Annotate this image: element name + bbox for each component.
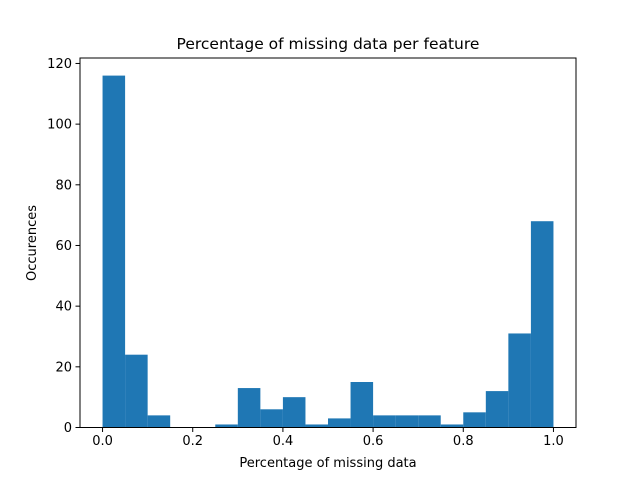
x-tick-label: 0.4	[273, 434, 294, 449]
y-tick-label: 20	[55, 360, 72, 375]
y-tick-label: 60	[55, 239, 72, 254]
x-tick-label: 0.0	[92, 434, 113, 449]
histogram-bar	[125, 354, 148, 428]
histogram-bar	[350, 382, 374, 428]
x-tick-label: 0.2	[182, 434, 203, 449]
histogram-bar	[282, 397, 306, 428]
histogram-bar	[463, 412, 486, 428]
chart-title: Percentage of missing data per feature	[177, 35, 480, 53]
bars-group	[102, 75, 554, 428]
histogram-bar	[418, 415, 441, 428]
histogram-bar	[508, 333, 531, 428]
y-tick-label: 0	[64, 421, 72, 436]
histogram-bar	[395, 415, 419, 428]
histogram-bar	[147, 415, 171, 428]
x-tick-label: 0.6	[363, 434, 384, 449]
y-tick-label: 80	[55, 178, 72, 193]
histogram-bar	[530, 221, 554, 428]
histogram-bar	[305, 424, 328, 428]
y-tick-label: 40	[55, 300, 72, 315]
histogram-bar	[485, 391, 509, 428]
x-axis-label: Percentage of missing data	[239, 456, 416, 471]
histogram-bar	[237, 388, 261, 428]
x-tick-label: 1.0	[543, 434, 564, 449]
x-tick-label: 0.8	[453, 434, 474, 449]
y-tick-label: 100	[47, 118, 72, 133]
x-axis-ticks: 0.0 0.2 0.4 0.6 0.8 1.0	[92, 427, 564, 449]
histogram-bar	[260, 409, 283, 428]
histogram-bar	[215, 424, 238, 428]
axes-frame	[79, 57, 577, 428]
histogram-bar	[440, 424, 464, 428]
histogram-bar	[102, 75, 126, 428]
y-tick-label: 120	[47, 57, 72, 72]
y-axis-label: Occurences	[25, 205, 40, 281]
y-axis-ticks: 0 20 40 60 80 100 120	[47, 57, 80, 436]
histogram-bar	[328, 418, 351, 428]
histogram-bar	[373, 415, 396, 428]
